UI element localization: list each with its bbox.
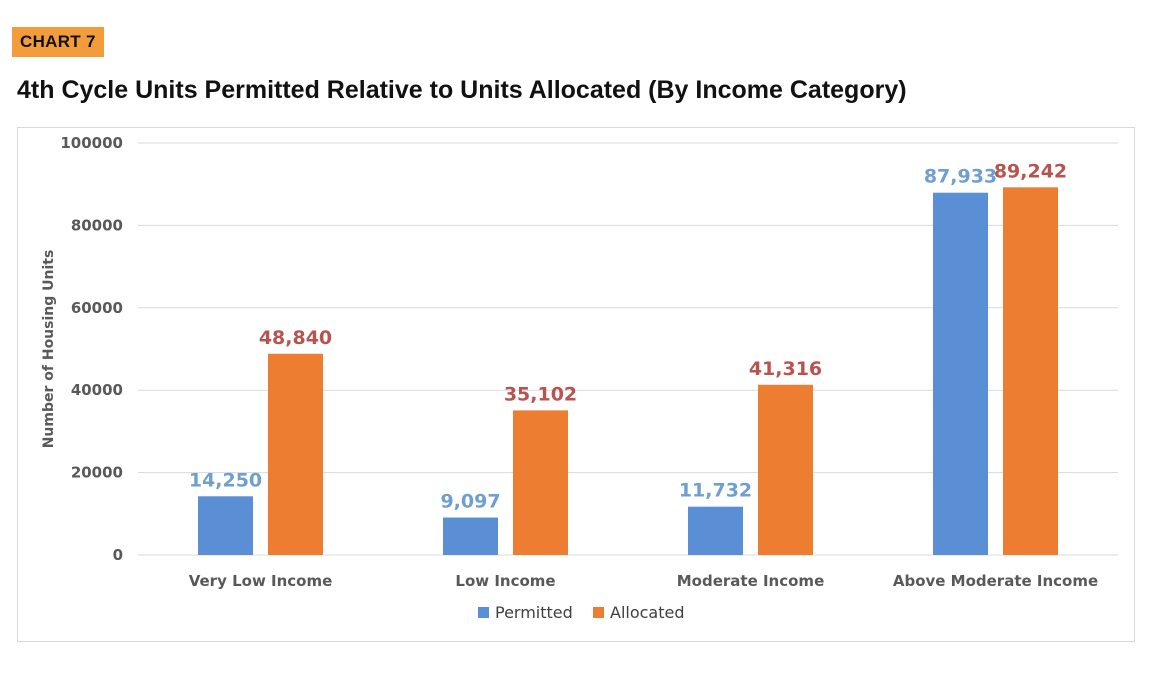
- legend-label-allocated: Allocated: [610, 603, 685, 622]
- y-tick-label: 60000: [71, 299, 123, 317]
- y-tick-labels: 0 20000 40000 60000 80000 100000: [60, 134, 123, 564]
- data-label-allocated: 89,242: [994, 160, 1067, 182]
- y-tick-label: 20000: [71, 464, 123, 482]
- x-tick-label: Very Low Income: [189, 572, 333, 590]
- chart-frame: 0 20000 40000 60000 80000 100000 Number of Ho…: [17, 127, 1135, 642]
- data-label-allocated: 41,316: [749, 358, 822, 380]
- bar-allocated: [513, 410, 568, 555]
- data-label-allocated: 48,840: [259, 327, 332, 349]
- legend-swatch-permitted: [478, 607, 489, 618]
- legend-swatch-allocated: [593, 607, 604, 618]
- legend-label-permitted: Permitted: [495, 603, 573, 622]
- x-tick-labels: Very Low Income Low Income Moderate Income…: [189, 572, 1098, 590]
- data-label-permitted: 11,732: [679, 480, 752, 502]
- data-label-permitted: 87,933: [924, 166, 997, 188]
- bar-permitted: [688, 506, 743, 555]
- bars: [198, 187, 1058, 555]
- data-label-permitted: 9,097: [440, 491, 500, 513]
- bar-allocated: [268, 353, 323, 555]
- chart-number-badge: CHART 7: [12, 27, 104, 57]
- data-label-permitted: 14,250: [189, 469, 262, 491]
- y-axis-label: Number of Housing Units: [41, 250, 57, 449]
- y-tick-label: 0: [113, 546, 123, 564]
- y-tick-label: 100000: [60, 134, 123, 152]
- x-tick-label: Moderate Income: [677, 572, 825, 590]
- bar-permitted: [198, 496, 253, 555]
- y-tick-label: 80000: [71, 216, 123, 234]
- y-tick-label: 40000: [71, 381, 123, 399]
- bar-permitted: [933, 192, 988, 555]
- data-label-allocated: 35,102: [504, 383, 577, 405]
- data-labels: 14,250 48,840 9,097 35,102 11,732 41,316 87,93…: [189, 160, 1067, 512]
- bar-allocated: [758, 384, 813, 555]
- bar-chart: 0 20000 40000 60000 80000 100000 Number of Ho…: [41, 134, 1118, 622]
- y-axis-label-group: Number of Housing Units: [41, 250, 57, 449]
- x-tick-label: Above Moderate Income: [893, 572, 1098, 590]
- bar-allocated: [1003, 187, 1058, 555]
- bar-permitted: [443, 517, 498, 555]
- legend: Permitted Allocated: [478, 603, 685, 622]
- x-tick-label: Low Income: [455, 572, 555, 590]
- chart-title: 4th Cycle Units Permitted Relative to Un…: [17, 76, 907, 104]
